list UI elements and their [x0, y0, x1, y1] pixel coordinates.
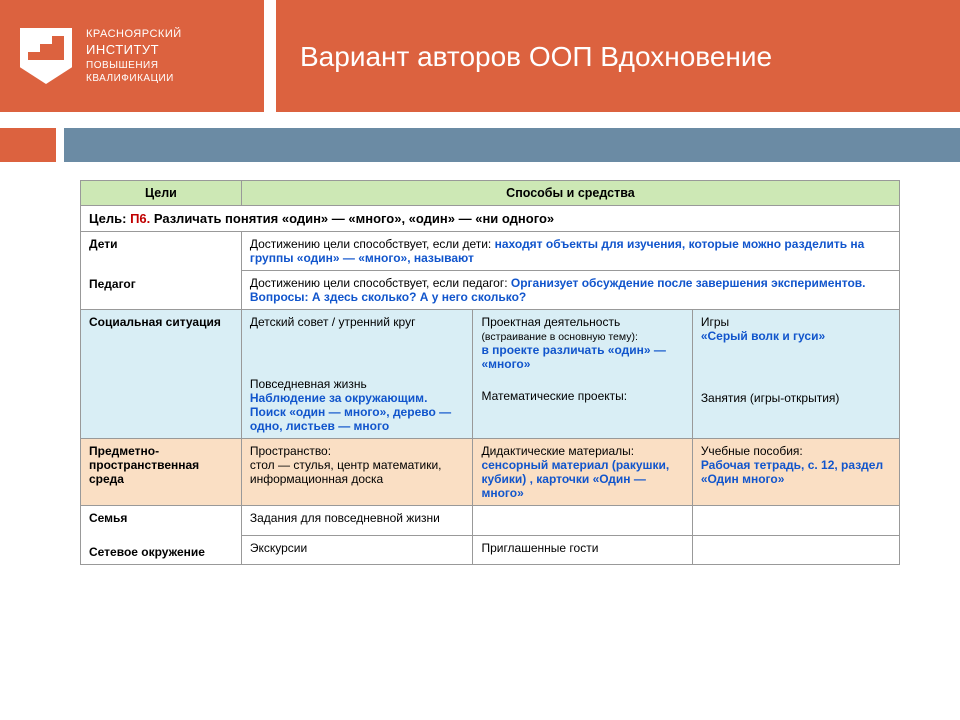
row-fam-net: Семья Сетевое окружение: [81, 506, 242, 565]
page-title: Вариант авторов ООП Вдохновение: [276, 0, 960, 112]
env-c3: Учебные пособия: Рабочая тетрадь, с. 12,…: [692, 439, 899, 506]
accent-bar-right: [64, 128, 960, 162]
row-social: Социальная ситуация: [81, 310, 242, 439]
logo-line4: КВАЛИФИКАЦИИ: [86, 72, 182, 85]
col-header-goals: Цели: [81, 181, 242, 206]
logo-icon: [20, 28, 72, 84]
logo-text: КРАСНОЯРСКИЙ ИНСТИТУТ ПОВЫШЕНИЯ КВАЛИФИК…: [86, 27, 182, 84]
net-c2: Приглашенные гости: [473, 535, 692, 565]
accent-bar-left: [0, 128, 56, 162]
social-c1: Детский совет / утренний круг Повседневн…: [241, 310, 473, 439]
social-c2: Проектная деятельность (встраивание в ос…: [473, 310, 692, 439]
env-c2: Дидактические материалы: сенсорный матер…: [473, 439, 692, 506]
main-table: Цели Способы и средства Цель: П6. Различ…: [80, 180, 900, 565]
goal-row: Цель: П6. Различать понятия «один» — «мн…: [81, 206, 900, 232]
logo-line1: КРАСНОЯРСКИЙ: [86, 27, 182, 41]
content: Цели Способы и средства Цель: П6. Различ…: [0, 162, 960, 565]
row-kids-ped: Дети Педагог: [81, 232, 242, 310]
kids-cell: Достижению цели способствует, если дети:…: [241, 232, 899, 271]
logo-line2: ИНСТИТУТ: [86, 42, 182, 59]
ped-cell: Достижению цели способствует, если педаг…: [241, 271, 899, 310]
env-c1: Пространство: стол — стулья, центр матем…: [241, 439, 473, 506]
net-c1: Экскурсии: [241, 535, 473, 565]
fam-c1: Задания для повседневной жизни: [241, 506, 473, 536]
subheader: [0, 112, 960, 162]
logo-line3: ПОВЫШЕНИЯ: [86, 59, 182, 72]
header: КРАСНОЯРСКИЙ ИНСТИТУТ ПОВЫШЕНИЯ КВАЛИФИК…: [0, 0, 960, 112]
social-c3: Игры «Серый волк и гуси» Занятия (игры-о…: [692, 310, 899, 439]
goal-code: П6.: [130, 211, 150, 226]
logo-block: КРАСНОЯРСКИЙ ИНСТИТУТ ПОВЫШЕНИЯ КВАЛИФИК…: [0, 0, 264, 112]
col-header-methods: Способы и средства: [241, 181, 899, 206]
row-env: Предметно-пространственная среда: [81, 439, 242, 506]
